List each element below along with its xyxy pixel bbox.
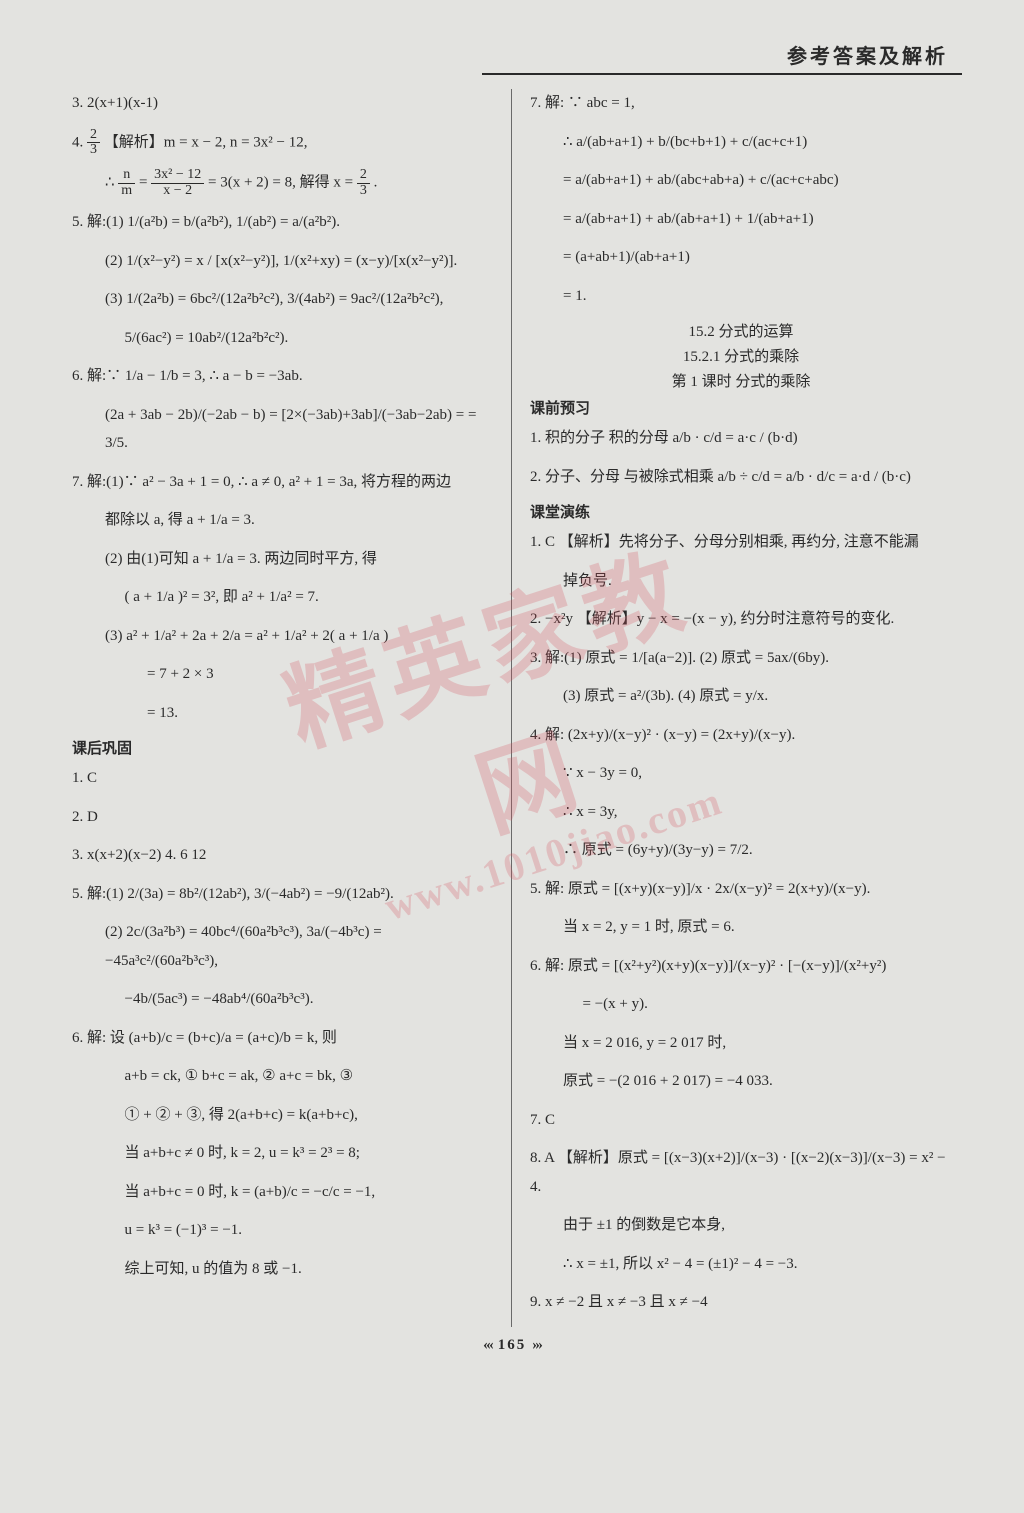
r7c: = a/(ab+a+1) + ab/(ab+a+1) + 1/(ab+a+1) — [530, 205, 952, 234]
k1: 1. C 【解析】先将分子、分母分别相乘, 再约分, 注意不能漏 — [530, 528, 952, 557]
item-7-3b: = 7 + 2 × 3 — [72, 660, 493, 689]
p1: 1. 积的分子 积的分母 a/b · c/d = a·c / (b·d) — [530, 424, 952, 453]
item-4-prefix: 4. — [72, 134, 87, 150]
k8c: ∴ x = ±1, 所以 x² − 4 = (±1)² − 4 = −3. — [530, 1250, 952, 1279]
item-7-3: (3) a² + 1/a² + 2a + 2/a = a² + 1/a² + 2… — [72, 622, 493, 651]
chapter-15-2: 15.2 分式的运算 — [530, 320, 952, 341]
item-5-3: (3) 1/(2a²b) = 6bc²/(12a²b²c²), 3/(4ab²)… — [72, 285, 493, 314]
k8: 8. A 【解析】原式 = [(x−3)(x+2)]/(x−3) · [(x−2… — [530, 1144, 952, 1201]
k1b: 掉负号. — [530, 567, 952, 596]
k6b: = −(x + y). — [530, 990, 952, 1019]
left-arrows-icon: ‹‹‹ — [483, 1337, 492, 1353]
k6c: 当 x = 2 016, y = 2 017 时, — [530, 1029, 952, 1058]
header-divider — [482, 73, 962, 75]
c5-2b: −4b/(5ac³) = −48ab⁴/(60a²b³c³). — [72, 985, 493, 1014]
item-7-1b: 都除以 a, 得 a + 1/a = 3. — [72, 506, 493, 535]
item-7-2: (2) 由(1)可知 a + 1/a = 3. 两边同时平方, 得 — [72, 545, 493, 574]
c3-4: 3. x(x+2)(x−2) 4. 6 12 — [72, 841, 493, 870]
k4b: ∵ x − 3y = 0, — [530, 759, 952, 788]
item-6b: (2a + 3ab − 2b)/(−2ab − b) = [2×(−3ab)+3… — [72, 401, 493, 458]
k6d: 原式 = −(2 016 + 2 017) = −4 033. — [530, 1067, 952, 1096]
k9: 9. x ≠ −2 且 x ≠ −3 且 x ≠ −4 — [530, 1288, 952, 1317]
k2: 2. −x²y 【解析】y − x = −(x − y), 约分时注意符号的变化… — [530, 605, 952, 634]
sect-practice: 课堂演练 — [530, 501, 952, 522]
k4: 4. 解: (2x+y)/(x−y)² · (x−y) = (2x+y)/(x−… — [530, 721, 952, 750]
c6f: u = k³ = (−1)³ = −1. — [72, 1216, 493, 1245]
eq1: = — [139, 175, 151, 191]
c6: 6. 解: 设 (a+b)/c = (b+c)/a = (a+c)/b = k,… — [72, 1024, 493, 1053]
item-4b: ∴ nm = 3x² − 12x − 2 = 3(x + 2) = 8, 解得 … — [72, 168, 493, 198]
right-arrows-icon: ››› — [532, 1337, 541, 1353]
item-7-3c: = 13. — [72, 699, 493, 728]
frac-2-3: 23 — [357, 168, 370, 198]
chapter-lesson-1: 第 1 课时 分式的乘除 — [530, 370, 952, 391]
item-7-2b: ( a + 1/a )² = 3², 即 a² + 1/a² = 7. — [72, 583, 493, 612]
c6c: ① + ② + ③, 得 2(a+b+c) = k(a+b+c), — [72, 1101, 493, 1130]
page-number: ‹‹‹ 165 ››› — [62, 1337, 962, 1354]
k5: 5. 解: 原式 = [(x+y)(x−y)]/x · 2x/(x−y)² = … — [530, 875, 952, 904]
right-column: 7. 解: ∵ abc = 1, ∴ a/(ab+a+1) + b/(bc+b+… — [512, 89, 962, 1327]
k3: 3. 解:(1) 原式 = 1/[a(a−2)]. (2) 原式 = 5ax/(… — [530, 644, 952, 673]
c5-2: (2) 2c/(3a²b³) = 40bc⁴/(60a²b³c³), 3a/(−… — [72, 918, 493, 975]
frac-3x2: 3x² − 12x − 2 — [151, 168, 204, 198]
item-5-1: 5. 解:(1) 1/(a²b) = b/(a²b²), 1/(ab²) = a… — [72, 208, 493, 237]
c1: 1. C — [72, 764, 493, 793]
item-4-frac: 23 — [87, 128, 100, 158]
k7: 7. C — [530, 1106, 952, 1135]
frac-n-m: nm — [118, 168, 135, 198]
k5b: 当 x = 2, y = 1 时, 原式 = 6. — [530, 913, 952, 942]
item-4: 4. 23 【解析】m = x − 2, n = 3x² − 12, — [72, 128, 493, 158]
r7a: ∴ a/(ab+a+1) + b/(bc+b+1) + c/(ac+c+1) — [530, 128, 952, 157]
sect-preview: 课前预习 — [530, 397, 952, 418]
k6: 6. 解: 原式 = [(x²+y²)(x+y)(x−y)]/(x−y)² · … — [530, 952, 952, 981]
p2: 2. 分子、分母 与被除式相乘 a/b ÷ c/d = a/b · d/c = … — [530, 463, 952, 492]
c6d: 当 a+b+c ≠ 0 时, k = 2, u = k³ = 2³ = 8; — [72, 1139, 493, 1168]
item-5-2: (2) 1/(x²−y²) = x / [x(x²−y²)], 1/(x²+xy… — [72, 247, 493, 276]
item-4b-post: = 3(x + 2) = 8, 解得 x = — [208, 175, 357, 191]
sect-consolidate: 课后巩固 — [72, 737, 493, 758]
left-column: 3. 2(x+1)(x-1) 4. 23 【解析】m = x − 2, n = … — [62, 89, 512, 1327]
chapter-15-2-1: 15.2.1 分式的乘除 — [530, 345, 952, 366]
r7e: = 1. — [530, 282, 952, 311]
r7b: = a/(ab+a+1) + ab/(abc+ab+a) + c/(ac+c+a… — [530, 166, 952, 195]
page-number-value: 165 — [498, 1337, 527, 1353]
k3b: (3) 原式 = a²/(3b). (4) 原式 = y/x. — [530, 682, 952, 711]
page: 参考答案及解析 3. 2(x+1)(x-1) 4. 23 【解析】m = x −… — [0, 0, 1024, 1513]
item-5-3b: 5/(6ac²) = 10ab²/(12a²b²c²). — [72, 324, 493, 353]
c2: 2. D — [72, 803, 493, 832]
c6g: 综上可知, u 的值为 8 或 −1. — [72, 1255, 493, 1284]
item-7-1: 7. 解:(1)∵ a² − 3a + 1 = 0, ∴ a ≠ 0, a² +… — [72, 468, 493, 497]
columns: 3. 2(x+1)(x-1) 4. 23 【解析】m = x − 2, n = … — [62, 89, 962, 1327]
item-6: 6. 解:∵ 1/a − 1/b = 3, ∴ a − b = −3ab. — [72, 362, 493, 391]
item-4-rest: 【解析】m = x − 2, n = 3x² − 12, — [104, 134, 308, 150]
c6e: 当 a+b+c = 0 时, k = (a+b)/c = −c/c = −1, — [72, 1178, 493, 1207]
k4d: ∴ 原式 = (6y+y)/(3y−y) = 7/2. — [530, 836, 952, 865]
dot: . — [374, 175, 378, 191]
r7: 7. 解: ∵ abc = 1, — [530, 89, 952, 118]
c5-1: 5. 解:(1) 2/(3a) = 8b²/(12ab²), 3/(−4ab²)… — [72, 880, 493, 909]
r7d: = (a+ab+1)/(ab+a+1) — [530, 243, 952, 272]
k4c: ∴ x = 3y, — [530, 798, 952, 827]
k8b: 由于 ±1 的倒数是它本身, — [530, 1211, 952, 1240]
item-4b-pre: ∴ — [105, 175, 118, 191]
c6b: a+b = ck, ① b+c = ak, ② a+c = bk, ③ — [72, 1062, 493, 1091]
header-title: 参考答案及解析 — [62, 40, 962, 69]
item-3: 3. 2(x+1)(x-1) — [72, 89, 493, 118]
